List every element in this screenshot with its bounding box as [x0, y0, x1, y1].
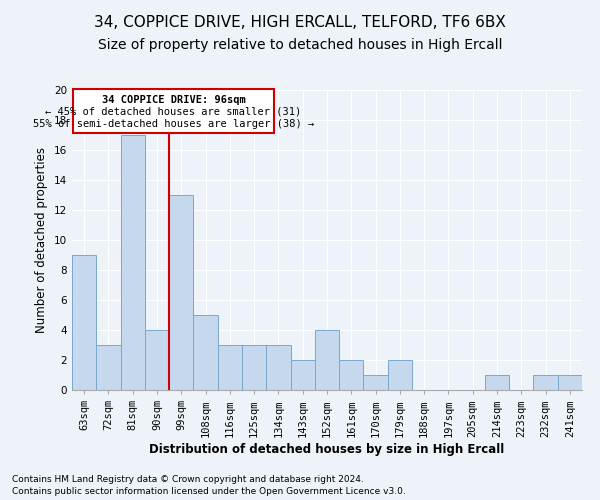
Text: ← 45% of detached houses are smaller (31): ← 45% of detached houses are smaller (31…: [45, 107, 302, 117]
Bar: [72, 255, 96, 390]
Bar: [266, 345, 290, 390]
Bar: [558, 375, 582, 390]
Bar: [290, 360, 315, 390]
X-axis label: Distribution of detached houses by size in High Ercall: Distribution of detached houses by size …: [149, 444, 505, 456]
Bar: [242, 345, 266, 390]
Bar: [145, 330, 169, 390]
Text: 55% of semi-detached houses are larger (38) →: 55% of semi-detached houses are larger (…: [33, 118, 314, 128]
Bar: [388, 360, 412, 390]
Bar: [339, 360, 364, 390]
FancyBboxPatch shape: [73, 89, 274, 132]
Text: Contains HM Land Registry data © Crown copyright and database right 2024.: Contains HM Land Registry data © Crown c…: [12, 475, 364, 484]
Y-axis label: Number of detached properties: Number of detached properties: [35, 147, 49, 333]
Bar: [121, 135, 145, 390]
Bar: [315, 330, 339, 390]
Text: Contains public sector information licensed under the Open Government Licence v3: Contains public sector information licen…: [12, 487, 406, 496]
Bar: [169, 195, 193, 390]
Text: 34 COPPICE DRIVE: 96sqm: 34 COPPICE DRIVE: 96sqm: [101, 95, 245, 105]
Text: Size of property relative to detached houses in High Ercall: Size of property relative to detached ho…: [98, 38, 502, 52]
Bar: [96, 345, 121, 390]
Bar: [533, 375, 558, 390]
Bar: [364, 375, 388, 390]
Bar: [193, 315, 218, 390]
Bar: [218, 345, 242, 390]
Bar: [485, 375, 509, 390]
Text: 34, COPPICE DRIVE, HIGH ERCALL, TELFORD, TF6 6BX: 34, COPPICE DRIVE, HIGH ERCALL, TELFORD,…: [94, 15, 506, 30]
